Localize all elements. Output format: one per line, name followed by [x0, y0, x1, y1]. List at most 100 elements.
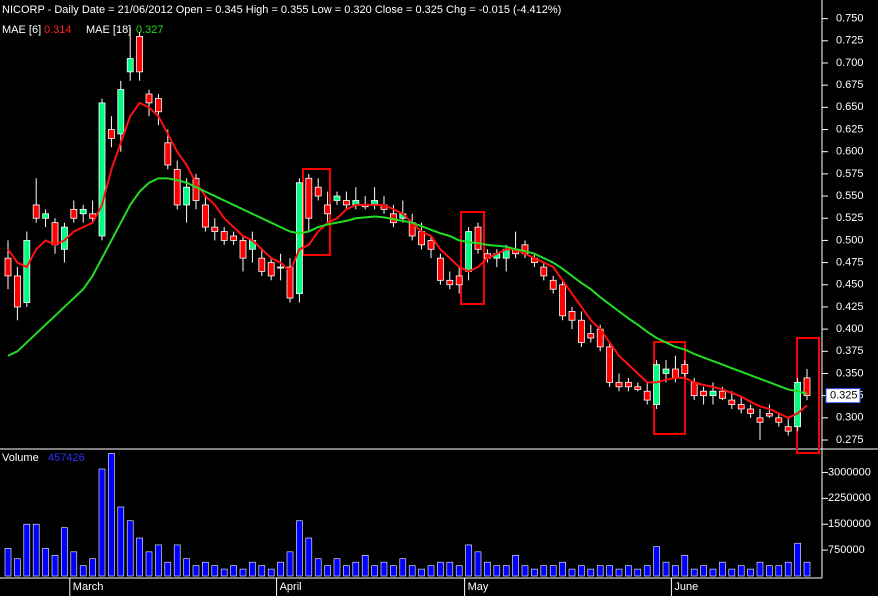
volume-bar [136, 537, 143, 577]
y-tick-label: 0.450 [836, 279, 864, 291]
volume-bar [371, 565, 378, 577]
volume-bar [155, 544, 162, 577]
candle-body [775, 417, 783, 423]
volume-bar [286, 551, 294, 577]
candle-body [220, 231, 228, 241]
volume-bar [653, 546, 660, 577]
volume-bar [775, 565, 783, 577]
y-tick-label: 3000000 [828, 466, 871, 478]
volume-bar [380, 561, 388, 577]
y-tick-label: 0.575 [836, 168, 864, 180]
candle-body [145, 93, 153, 104]
volume-bar [183, 558, 190, 577]
volume-bar [249, 561, 256, 577]
candle-body [568, 310, 576, 321]
candle-body [98, 102, 106, 237]
candle-body [728, 399, 736, 405]
y-tick-label: 0.600 [836, 146, 864, 158]
candle-body [183, 186, 191, 206]
candle-body [672, 368, 679, 379]
candle-body [643, 390, 651, 401]
candle-body [587, 333, 595, 339]
volume-bar [747, 568, 754, 577]
volume-bar [643, 565, 651, 577]
candle-body [324, 204, 332, 215]
volume-bar [324, 565, 331, 577]
volume-bar [352, 561, 360, 577]
candle-body [709, 390, 717, 397]
x-tick-label: March [73, 581, 104, 593]
candle-body [79, 208, 87, 215]
candle-body [540, 266, 548, 277]
candle-body [465, 231, 473, 272]
volume-bar [568, 568, 576, 577]
volume-bar [408, 565, 416, 577]
candle-body [267, 262, 275, 277]
volume-bar [728, 568, 736, 577]
candle-body [108, 129, 115, 139]
candle-body [803, 377, 811, 397]
candle-body [314, 186, 322, 197]
volume-bar [277, 561, 284, 577]
volume-bar [634, 568, 642, 577]
volume-bar [521, 565, 529, 577]
candle-body [784, 426, 792, 432]
candle-body [681, 364, 689, 374]
volume-bar [314, 558, 322, 577]
volume-bar [258, 565, 266, 577]
candle-body [117, 89, 125, 135]
volume-bar [79, 565, 87, 577]
volume-bar [700, 565, 707, 577]
candle-body [126, 58, 134, 73]
candle-body [549, 279, 557, 290]
candle-body [136, 35, 144, 73]
volume-bar [719, 561, 726, 577]
volume-bar [70, 551, 78, 577]
volume-bar [794, 542, 801, 577]
y-tick-label: 0.700 [836, 57, 864, 69]
volume-bar [437, 561, 444, 577]
candle-body [794, 381, 801, 428]
candle-body [164, 142, 172, 166]
x-tick-label: May [468, 581, 489, 593]
volume-bar [446, 561, 454, 577]
candle-body [653, 364, 660, 405]
candle-body [719, 390, 726, 399]
candle-body [756, 417, 764, 423]
candle-body [634, 386, 642, 390]
candle-body [13, 275, 21, 308]
candle-body [766, 413, 773, 417]
y-tick-label: 0.350 [836, 367, 864, 379]
y-tick-label: 0.500 [836, 234, 864, 246]
y-tick-label: 2250000 [828, 492, 871, 504]
candle-body [230, 235, 238, 241]
volume-bar [512, 554, 519, 577]
volume-bar [756, 561, 764, 577]
candle-body [295, 182, 303, 295]
y-tick-label: 0.375 [836, 345, 864, 357]
volume-bar [192, 565, 200, 577]
volume-bar [587, 568, 595, 577]
volume-bar [23, 523, 31, 577]
volume-bar [296, 520, 303, 577]
ma-line [7, 177, 808, 395]
volume-bar [126, 520, 134, 577]
candle-body [474, 226, 482, 250]
volume-value: 457426 [48, 452, 85, 464]
candle-body [277, 266, 285, 269]
candle-body [173, 169, 181, 206]
x-tick-label: June [674, 581, 698, 593]
candle-body [305, 177, 313, 219]
candle-body [690, 381, 698, 397]
candle-body [211, 226, 219, 232]
volume-bar [390, 565, 397, 577]
y-tick-label: 0.650 [836, 101, 864, 113]
candle-body [700, 390, 707, 397]
candle-body [239, 240, 247, 259]
candle-body [4, 257, 12, 277]
candle-body [606, 346, 613, 383]
volume-bar [89, 558, 96, 577]
